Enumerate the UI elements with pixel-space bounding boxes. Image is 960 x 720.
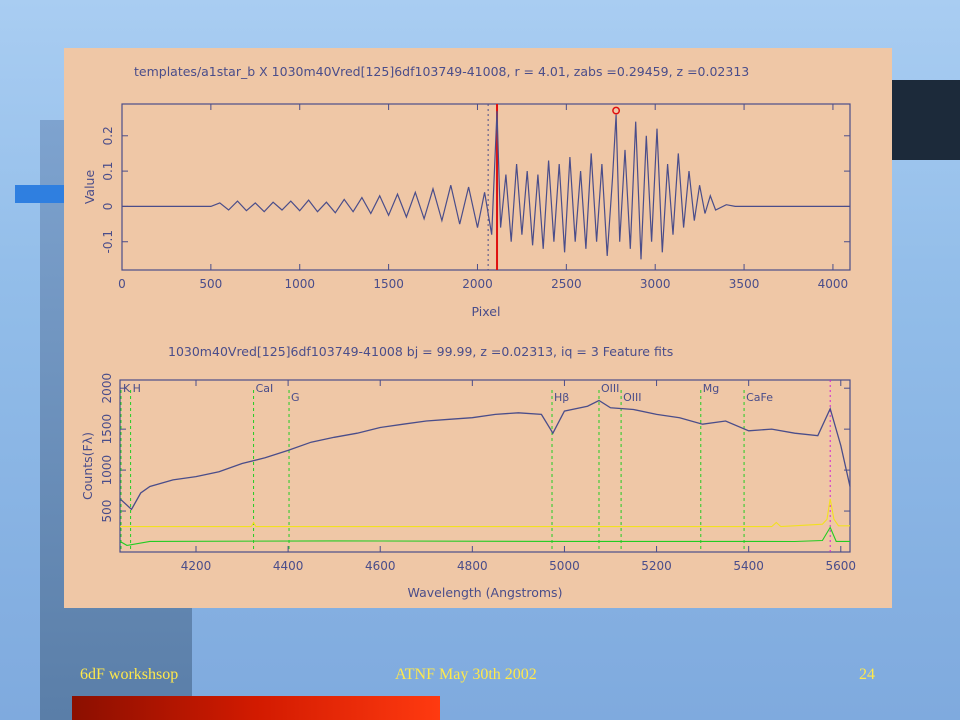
bottom-chart-title: 1030m40Vred[125]6df103749-41008 bj = 99.… — [168, 344, 673, 359]
footer-center: ATNF May 30th 2002 — [395, 666, 537, 683]
top-x-tick-label: 0 — [118, 277, 126, 291]
bottom-chart-ylabel: Counts(Fλ) — [80, 432, 95, 500]
bottom-x-tick-label: 5400 — [733, 559, 764, 573]
bottom-x-tick-label: 4200 — [181, 559, 212, 573]
top-x-tick-label: 1500 — [373, 277, 404, 291]
top-x-tick-label: 3000 — [640, 277, 671, 291]
top-x-tick-label: 1000 — [284, 277, 315, 291]
top-chart-ylabel: Value — [82, 170, 97, 205]
feature-label: Hβ — [554, 391, 569, 404]
decorative-red-bar — [72, 696, 440, 720]
feature-label: H — [133, 382, 141, 395]
bottom-template-line — [120, 498, 850, 528]
feature-label: OIII — [601, 382, 619, 395]
feature-label: G — [291, 391, 300, 404]
bottom-x-tick-label: 4600 — [365, 559, 396, 573]
top-chart-axes: 0 500 1000 1500 2000 2500 3000 3500 4000 -0.1 0 0.1… — [101, 103, 851, 291]
top-y-tick-label: 0 — [101, 203, 115, 211]
bottom-y-tick-label: 2000 — [100, 373, 114, 404]
bottom-chart-axes: 4200 4400 4600 4800 5000 5200 5400 5600 500 1000 1… — [100, 373, 856, 573]
bottom-y-tick-label: 500 — [100, 500, 114, 523]
feature-label: K — [123, 382, 131, 395]
bottom-plot-frame — [119, 379, 851, 553]
bottom-y-tick-label: 1500 — [100, 414, 114, 445]
top-y-tick-label: 0.1 — [101, 162, 115, 181]
figure-canvas: templates/a1star_b X 1030m40Vred[125]6df… — [80, 64, 856, 600]
top-x-tick-label: 500 — [199, 277, 222, 291]
bottom-residual-line — [119, 526, 850, 546]
top-y-tick-label: 0.2 — [101, 126, 115, 145]
top-x-tick-label: 3500 — [729, 277, 760, 291]
feature-label: Mg — [703, 382, 719, 395]
top-chart-title: templates/a1star_b X 1030m40Vred[125]6df… — [134, 64, 749, 79]
bottom-y-tick-label: 1000 — [100, 455, 114, 486]
feature-label: OIII — [623, 391, 641, 404]
bottom-x-tick-label: 4800 — [457, 559, 488, 573]
feature-label: CaFe — [746, 391, 773, 404]
top-y-tick-label: -0.1 — [101, 230, 115, 253]
bottom-x-tick-label: 5200 — [641, 559, 672, 573]
bottom-x-tick-label: 5000 — [549, 559, 580, 573]
top-x-tick-label: 4000 — [818, 277, 849, 291]
top-x-tick-label: 2000 — [462, 277, 493, 291]
top-correlation-line — [122, 111, 850, 260]
slide-number: 24 — [859, 666, 875, 683]
footer-left: 6dF workshsop — [80, 666, 179, 683]
top-x-tick-label: 2500 — [551, 277, 582, 291]
bottom-x-tick-label: 4400 — [273, 559, 304, 573]
spectrum-figure: templates/a1star_b X 1030m40Vred[125]6df… — [64, 48, 892, 608]
feature-label: CaI — [256, 382, 274, 395]
bottom-x-tick-label: 5600 — [826, 559, 857, 573]
bottom-chart-xlabel: Wavelength (Angstroms) — [408, 585, 563, 600]
top-peak-marker — [612, 106, 621, 115]
top-chart-xlabel: Pixel — [472, 304, 501, 319]
bottom-spectrum-line — [119, 399, 851, 511]
decorative-blue-bar — [15, 185, 70, 203]
top-plot-frame — [121, 103, 851, 271]
